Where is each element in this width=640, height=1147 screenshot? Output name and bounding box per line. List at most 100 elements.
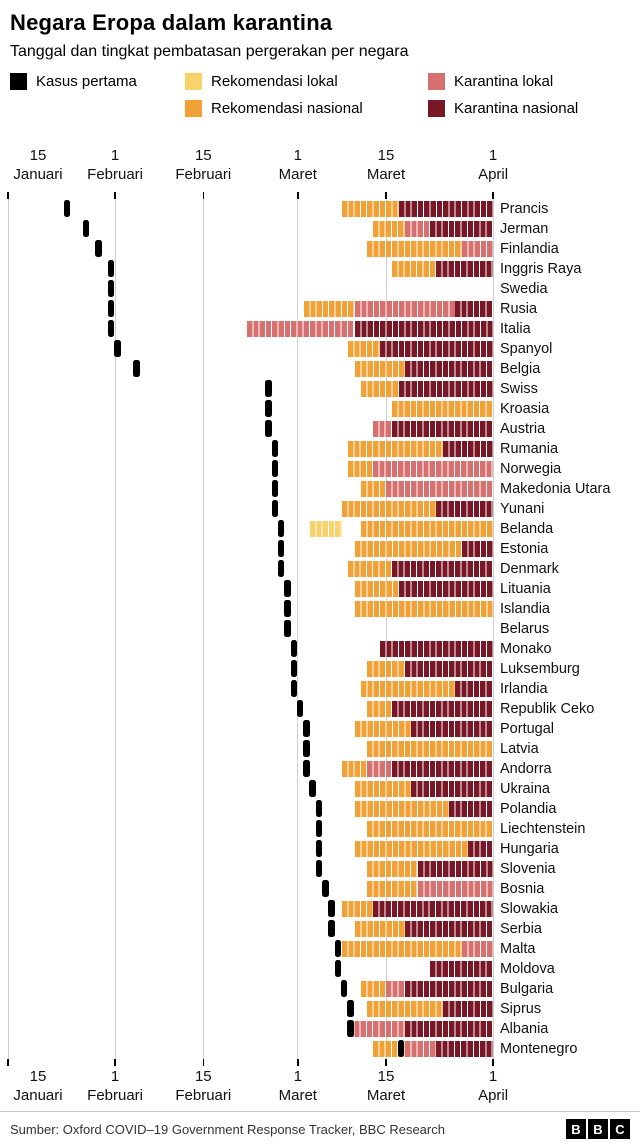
first-case-marker	[277, 540, 285, 557]
restriction-segment-karnas	[398, 381, 494, 397]
country-row: Yunani	[0, 499, 640, 519]
first-case-marker	[107, 280, 115, 297]
first-case-marker	[271, 480, 279, 497]
restriction-segment-karnas	[398, 581, 494, 597]
country-row: Slovenia	[0, 859, 640, 879]
country-label: Slowakia	[500, 901, 559, 917]
axis-tick-mark	[385, 192, 387, 199]
restriction-segment-karnas	[411, 781, 494, 797]
restriction-segment-reknas	[341, 501, 437, 517]
restriction-segment-reknas	[360, 981, 386, 997]
restriction-segment-reknas	[392, 261, 437, 277]
restriction-segment-reknas	[348, 341, 380, 357]
first-case-marker	[315, 820, 323, 837]
axis-bottom: 15 Januari 1 Februari 15 Februari 1 Maret 15 Mare…	[0, 1059, 640, 1105]
country-label: Estonia	[500, 541, 549, 557]
first-case-marker	[271, 440, 279, 457]
restriction-segment-karlok	[404, 1041, 437, 1057]
restriction-segment-karnas	[379, 341, 494, 357]
country-label: Hungaria	[500, 841, 559, 857]
restriction-segment-karnas	[442, 1001, 494, 1017]
country-label: Prancis	[500, 201, 549, 217]
restriction-segment-karlok	[461, 241, 494, 257]
restriction-segment-karnas	[467, 841, 494, 857]
legend-column-1: Kasus pertama	[10, 73, 137, 90]
restriction-segment-reknas	[360, 481, 386, 497]
country-row: Norwegia	[0, 459, 640, 479]
country-label: Swiss	[500, 381, 538, 397]
country-label: Malta	[500, 941, 536, 957]
restriction-segment-karnas	[392, 561, 494, 577]
restriction-segment-reknas	[367, 861, 418, 877]
first-case-marker	[296, 700, 304, 717]
country-label: Moldova	[500, 961, 555, 977]
country-row: Italia	[0, 319, 640, 339]
country-label: Rumania	[500, 441, 559, 457]
legend-label-local-recommendation: Rekomendasi lokal	[211, 73, 338, 90]
first-case-marker	[290, 680, 297, 697]
first-case-marker	[284, 620, 291, 637]
first-case-marker	[133, 360, 140, 377]
country-label: Ukraina	[500, 781, 550, 797]
country-row: Portugal	[0, 719, 640, 739]
restriction-segment-karnas	[455, 681, 494, 697]
first-case-marker	[303, 760, 310, 777]
country-row: Monako	[0, 639, 640, 659]
footer: Sumber: Oxford COVID–19 Government Respo…	[0, 1112, 640, 1139]
gridline	[7, 199, 9, 1059]
country-row: Liechtenstein	[0, 819, 640, 839]
country-label: Monako	[500, 641, 552, 657]
country-row: Moldova	[0, 959, 640, 979]
country-row: Ukraina	[0, 779, 640, 799]
first-case-marker	[315, 860, 323, 877]
restriction-segment-reknas	[367, 1001, 443, 1017]
bbc-logo-letter: C	[610, 1119, 630, 1139]
restriction-segment-reknas	[341, 941, 462, 957]
axis-label: 15 Maret	[366, 147, 406, 183]
gridline	[114, 199, 116, 1059]
first-case-marker	[284, 600, 291, 617]
legend-item-national-quarantine: Karantina nasional	[428, 100, 578, 117]
country-label: Serbia	[500, 921, 542, 937]
axis-label: 1 Maret	[278, 1068, 317, 1104]
first-case-marker	[303, 740, 310, 757]
country-label: Polandia	[500, 801, 557, 817]
axis-label: 15 Januari	[13, 1068, 63, 1104]
restriction-segment-reknas	[341, 201, 399, 217]
local-recommendation-swatch	[185, 73, 202, 90]
country-label: Swedia	[500, 281, 548, 297]
first-case-marker	[334, 940, 342, 957]
country-label: Finlandia	[500, 241, 559, 257]
axis-label: 1 Februari	[87, 1068, 144, 1104]
restriction-segment-karlok	[386, 981, 405, 997]
country-row: Polandia	[0, 799, 640, 819]
first-case-marker	[107, 300, 115, 317]
first-case-marker	[107, 260, 115, 277]
restriction-segment-karnas	[392, 701, 494, 717]
axis-label: 1 Februari	[87, 147, 144, 183]
legend-column-3: Karantina lokal Karantina nasional	[428, 73, 578, 117]
country-row: Latvia	[0, 739, 640, 759]
first-case-marker	[328, 900, 335, 917]
country-label: Rusia	[500, 301, 538, 317]
restriction-segment-karlok	[461, 941, 494, 957]
axis-label: 1 April	[478, 147, 509, 183]
restriction-segment-reknas	[367, 741, 494, 757]
first-case-marker	[107, 320, 115, 337]
country-row: Finlandia	[0, 239, 640, 259]
country-label: Spanyol	[500, 341, 553, 357]
country-row: Irlandia	[0, 679, 640, 699]
axis-label: 15 Februari	[175, 1068, 232, 1104]
bbc-logo-letter: B	[588, 1119, 608, 1139]
first-case-marker	[277, 520, 285, 537]
restriction-segment-reknas	[360, 521, 494, 537]
country-label: Irlandia	[500, 681, 548, 697]
legend: Kasus pertama Rekomendasi lokal Rekomend…	[0, 73, 640, 131]
country-row: Kroasia	[0, 399, 640, 419]
restriction-segment-karnas	[373, 901, 494, 917]
first-case-marker	[82, 220, 90, 237]
country-label: Belanda	[500, 521, 554, 537]
national-quarantine-swatch	[428, 100, 445, 117]
restriction-segment-karnas	[404, 661, 494, 677]
